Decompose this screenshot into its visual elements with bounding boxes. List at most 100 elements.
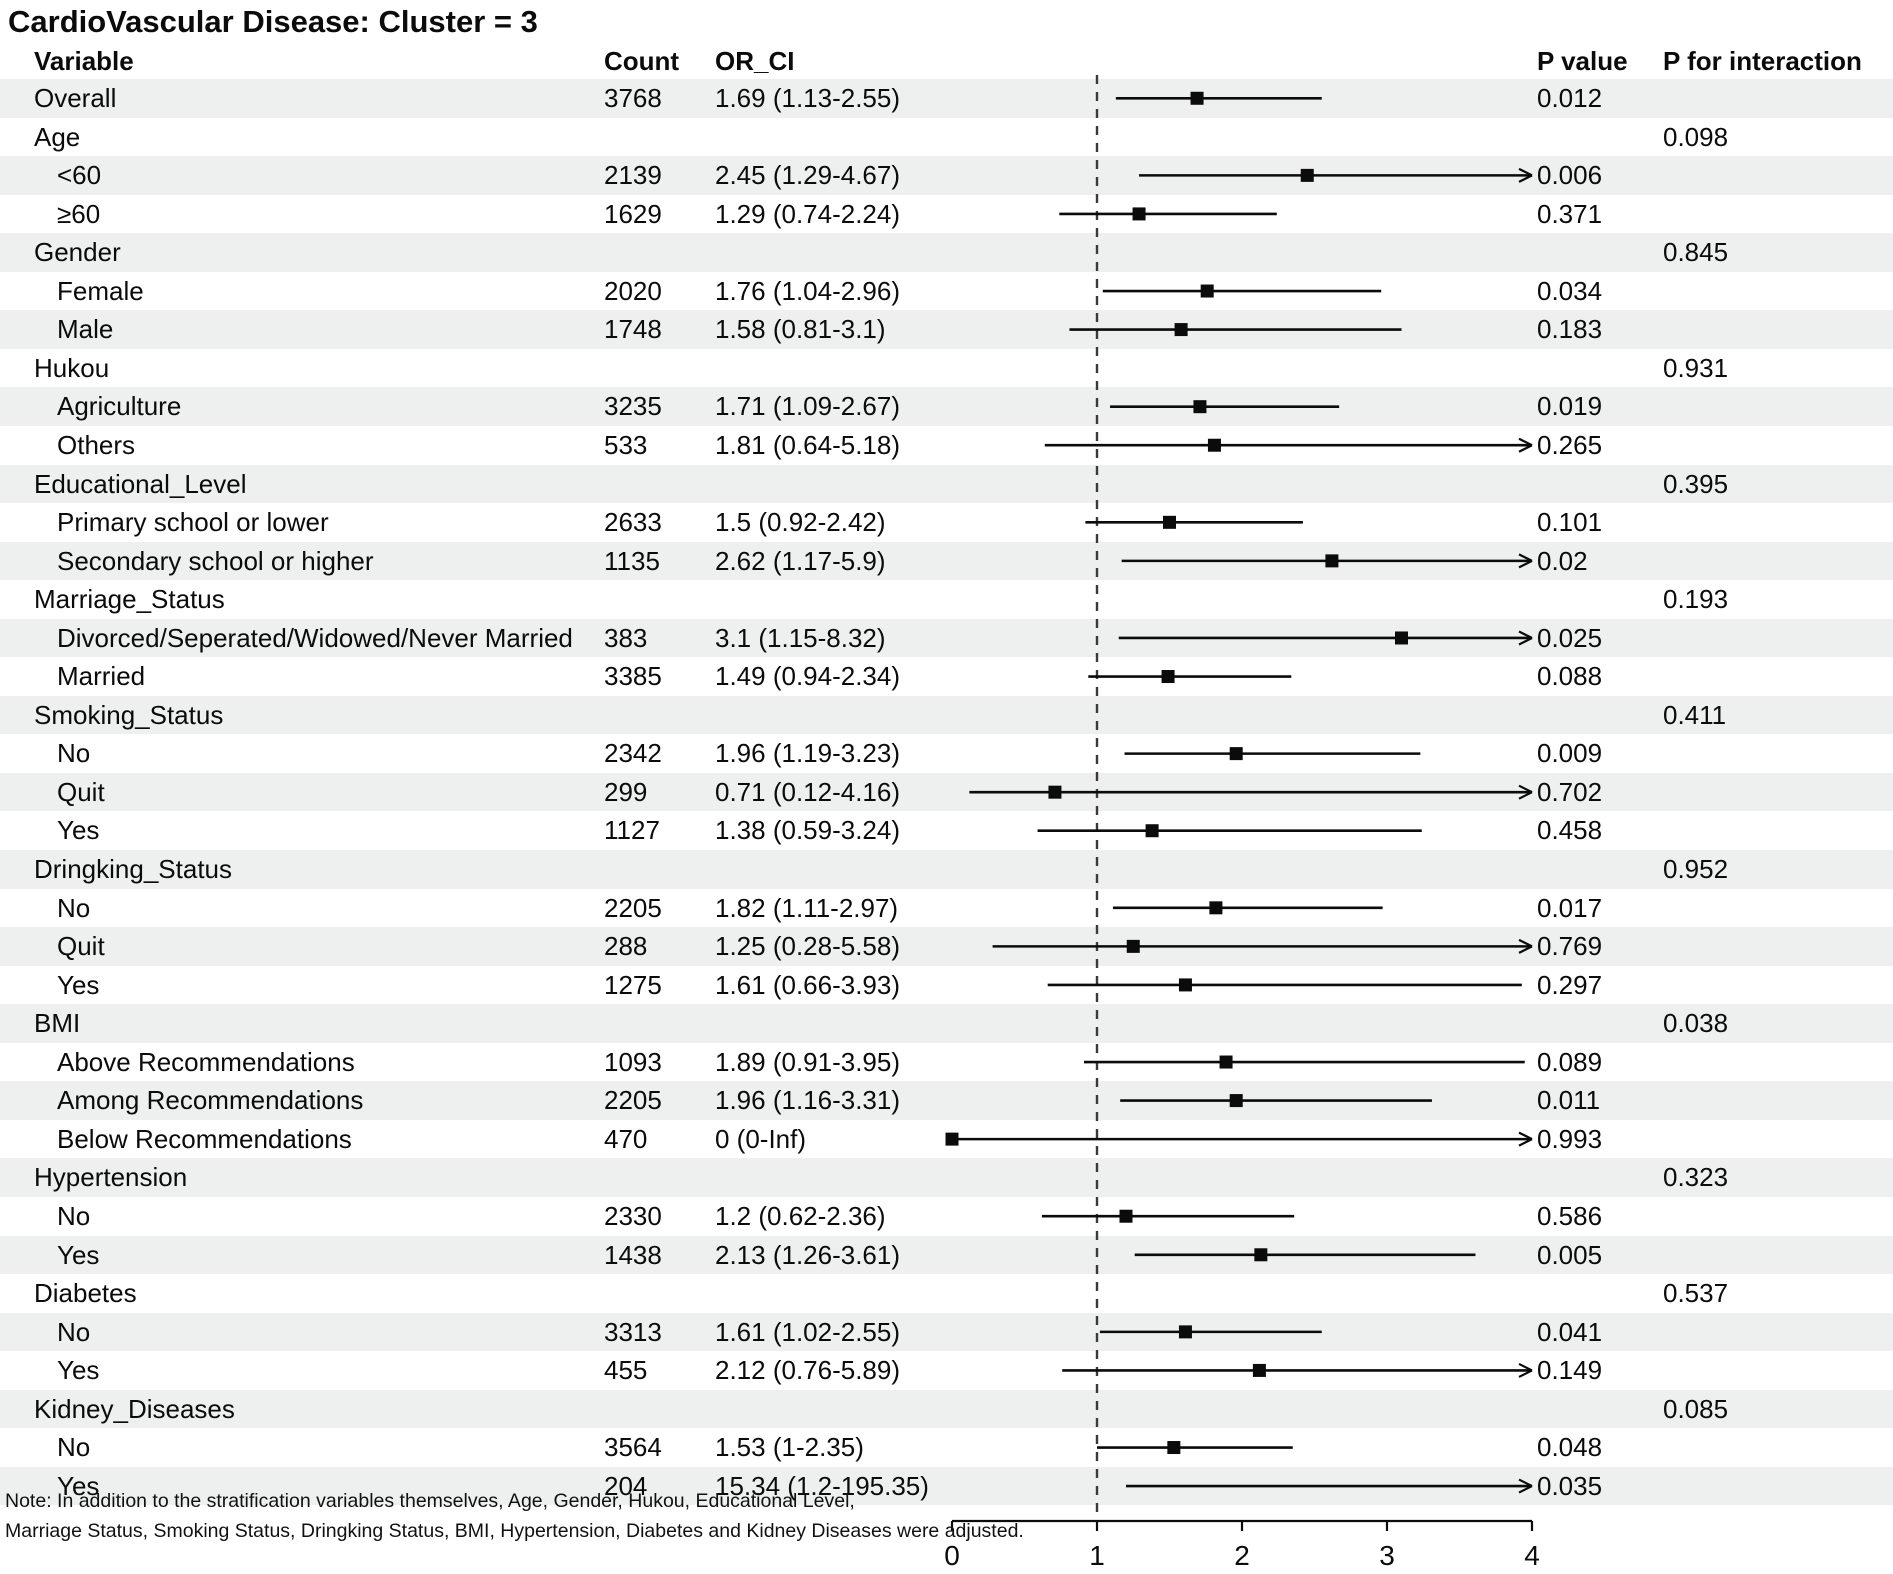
row-variable-label: Secondary school or higher <box>57 545 374 576</box>
row-or-ci-value: 2.62 (1.17-5.9) <box>715 545 886 576</box>
table-row: Yes 1275 1.61 (0.66-3.93) 0.297 <box>0 966 1893 1005</box>
row-variable-label: Gender <box>34 237 121 268</box>
row-or-ci-value: 1.61 (0.66-3.93) <box>715 969 901 1000</box>
row-count-value: 2020 <box>604 275 662 306</box>
row-count-value: 204 <box>604 1470 648 1501</box>
row-variable-label: Dringking_Status <box>34 854 232 884</box>
row-p-interaction-value: 0.537 <box>1663 1278 1729 1309</box>
row-count-value: 3385 <box>604 661 662 692</box>
row-p-value: 0.089 <box>1537 1046 1603 1077</box>
row-variable-label: Kidney_Diseases <box>34 1393 235 1424</box>
row-variable-label: Quit <box>57 931 105 962</box>
table-row: Among Recommendations 2205 1.96 (1.16-3.… <box>0 1081 1893 1120</box>
row-or-ci-value: 1.25 (0.28-5.58) <box>715 931 901 962</box>
row-count-value: 2205 <box>604 892 662 923</box>
row-p-interaction-value: 0.845 <box>1663 237 1729 268</box>
row-count-value: 470 <box>604 1123 648 1154</box>
row-p-interaction-value: 0.193 <box>1663 584 1729 615</box>
row-variable-label: No <box>57 738 91 769</box>
row-p-value: 0.035 <box>1537 1470 1603 1501</box>
column-header-variable: Variable <box>34 46 134 76</box>
row-p-value: 0.183 <box>1537 314 1603 345</box>
row-count-value: 1127 <box>604 815 660 846</box>
row-p-interaction-value: 0.038 <box>1663 1008 1729 1039</box>
row-or-ci-value: 0.71 (0.12-4.16) <box>715 776 901 807</box>
table-row: Others 533 1.81 (0.64-5.18) 0.265 <box>0 426 1893 465</box>
row-variable-label: Among Recommendations <box>57 1085 364 1116</box>
row-p-value: 0.019 <box>1537 391 1603 422</box>
row-p-value: 0.011 <box>1537 1085 1601 1116</box>
row-variable-label: Hypertension <box>34 1162 188 1193</box>
row-variable-label: Smoking_Status <box>34 699 224 730</box>
table-row: Above Recommendations 1093 1.89 (0.91-3.… <box>0 1043 1893 1082</box>
row-variable-label: No <box>57 1200 91 1231</box>
row-or-ci-value: 1.49 (0.94-2.34) <box>715 661 901 692</box>
row-variable-label: No <box>57 1432 91 1463</box>
table-row: Female 2020 1.76 (1.04-2.96) 0.034 <box>0 272 1893 311</box>
footnote-line-1: Note: In addition to the stratification … <box>5 1490 855 1512</box>
row-variable-label: Marriage_Status <box>34 584 225 615</box>
row-variable-label: Yes <box>57 1239 100 1270</box>
row-or-ci-value: 1.29 (0.74-2.24) <box>715 198 901 229</box>
table-row: Overall 3768 1.69 (1.13-2.55) 0.012 <box>0 79 1893 118</box>
row-p-value: 0.012 <box>1537 83 1603 113</box>
row-variable-label: Yes <box>57 815 100 846</box>
row-p-interaction-value: 0.085 <box>1663 1393 1729 1424</box>
row-count-value: 2633 <box>604 507 662 538</box>
table-row: Yes 204 15.34 (1.2-195.35) 0.035 <box>0 1466 1893 1506</box>
row-count-value: 383 <box>604 622 648 653</box>
table-row: Educational_Level 0.395 <box>0 464 1893 504</box>
row-or-ci-value: 1.81 (0.64-5.18) <box>715 429 901 460</box>
table-row: Age 0.098 <box>0 118 1893 157</box>
row-variable-label: Male <box>57 314 114 345</box>
table-row: No 2330 1.2 (0.62-2.36) 0.586 <box>0 1197 1893 1236</box>
row-count-value: 1748 <box>604 314 662 345</box>
table-row: Male 1748 1.58 (0.81-3.1) 0.183 <box>0 310 1893 349</box>
table-row: Below Recommendations 470 0 (0-Inf) 0.99… <box>0 1120 1893 1159</box>
row-p-interaction-value: 0.098 <box>1663 121 1729 152</box>
row-or-ci-value: 1.5 (0.92-2.42) <box>715 507 886 538</box>
row-variable-label: <60 <box>57 160 102 191</box>
table-row: Marriage_Status 0.193 <box>0 580 1893 619</box>
row-count-value: 1275 <box>604 969 662 1000</box>
column-header-p-value: P value <box>1537 46 1628 76</box>
row-or-ci-value: 1.71 (1.09-2.67) <box>715 391 901 422</box>
row-count-value: 1438 <box>604 1239 662 1270</box>
row-variable-label: Quit <box>57 776 105 807</box>
row-p-value: 0.297 <box>1537 969 1603 1000</box>
row-p-value: 0.088 <box>1537 661 1603 692</box>
row-count-value: 2342 <box>604 738 662 769</box>
table-row: Dringking_Status 0.952 <box>0 850 1893 889</box>
row-count-value: 533 <box>604 429 648 460</box>
row-count-value: 2139 <box>604 160 662 191</box>
row-or-ci-value: 1.82 (1.11-2.97) <box>715 892 899 923</box>
row-or-ci-value: 0 (0-Inf) <box>715 1123 807 1154</box>
row-p-value: 0.034 <box>1537 275 1603 306</box>
row-count-value: 3564 <box>604 1432 662 1463</box>
row-count-value: 1629 <box>604 198 662 229</box>
table-row: ≥60 1629 1.29 (0.74-2.24) 0.371 <box>0 195 1893 234</box>
row-variable-label: Hukou <box>34 352 110 383</box>
x-axis-tick-label: 3 <box>1379 1540 1395 1571</box>
page-title: CardioVascular Disease: Cluster = 3 <box>8 4 538 39</box>
row-p-value: 0.041 <box>1537 1316 1603 1347</box>
x-axis-tick-label: 2 <box>1234 1540 1250 1571</box>
table-row: Diabetes 0.537 <box>0 1274 1893 1313</box>
row-or-ci-value: 1.96 (1.16-3.31) <box>715 1085 901 1116</box>
column-header-or-ci: OR_CI <box>715 46 795 76</box>
row-p-value: 0.025 <box>1537 622 1603 653</box>
row-variable-label: No <box>57 892 91 923</box>
table-row: Kidney_Diseases 0.085 <box>0 1389 1893 1429</box>
row-count-value: 455 <box>604 1355 648 1386</box>
row-count-value: 3313 <box>604 1316 662 1347</box>
row-variable-label: Agriculture <box>57 391 182 422</box>
row-variable-label: Above Recommendations <box>57 1046 355 1077</box>
table-row: No 2342 1.96 (1.19-3.23) 0.009 <box>0 734 1893 773</box>
table-row: Smoking_Status 0.411 <box>0 695 1893 735</box>
row-or-ci-value: 15.34 (1.2-195.35) <box>715 1470 929 1501</box>
row-or-ci-value: 1.2 (0.62-2.36) <box>715 1200 886 1231</box>
table-row: Hypertension 0.323 <box>0 1158 1893 1197</box>
row-p-value: 0.265 <box>1537 429 1603 460</box>
row-or-ci-value: 1.69 (1.13-2.55) <box>715 83 901 113</box>
